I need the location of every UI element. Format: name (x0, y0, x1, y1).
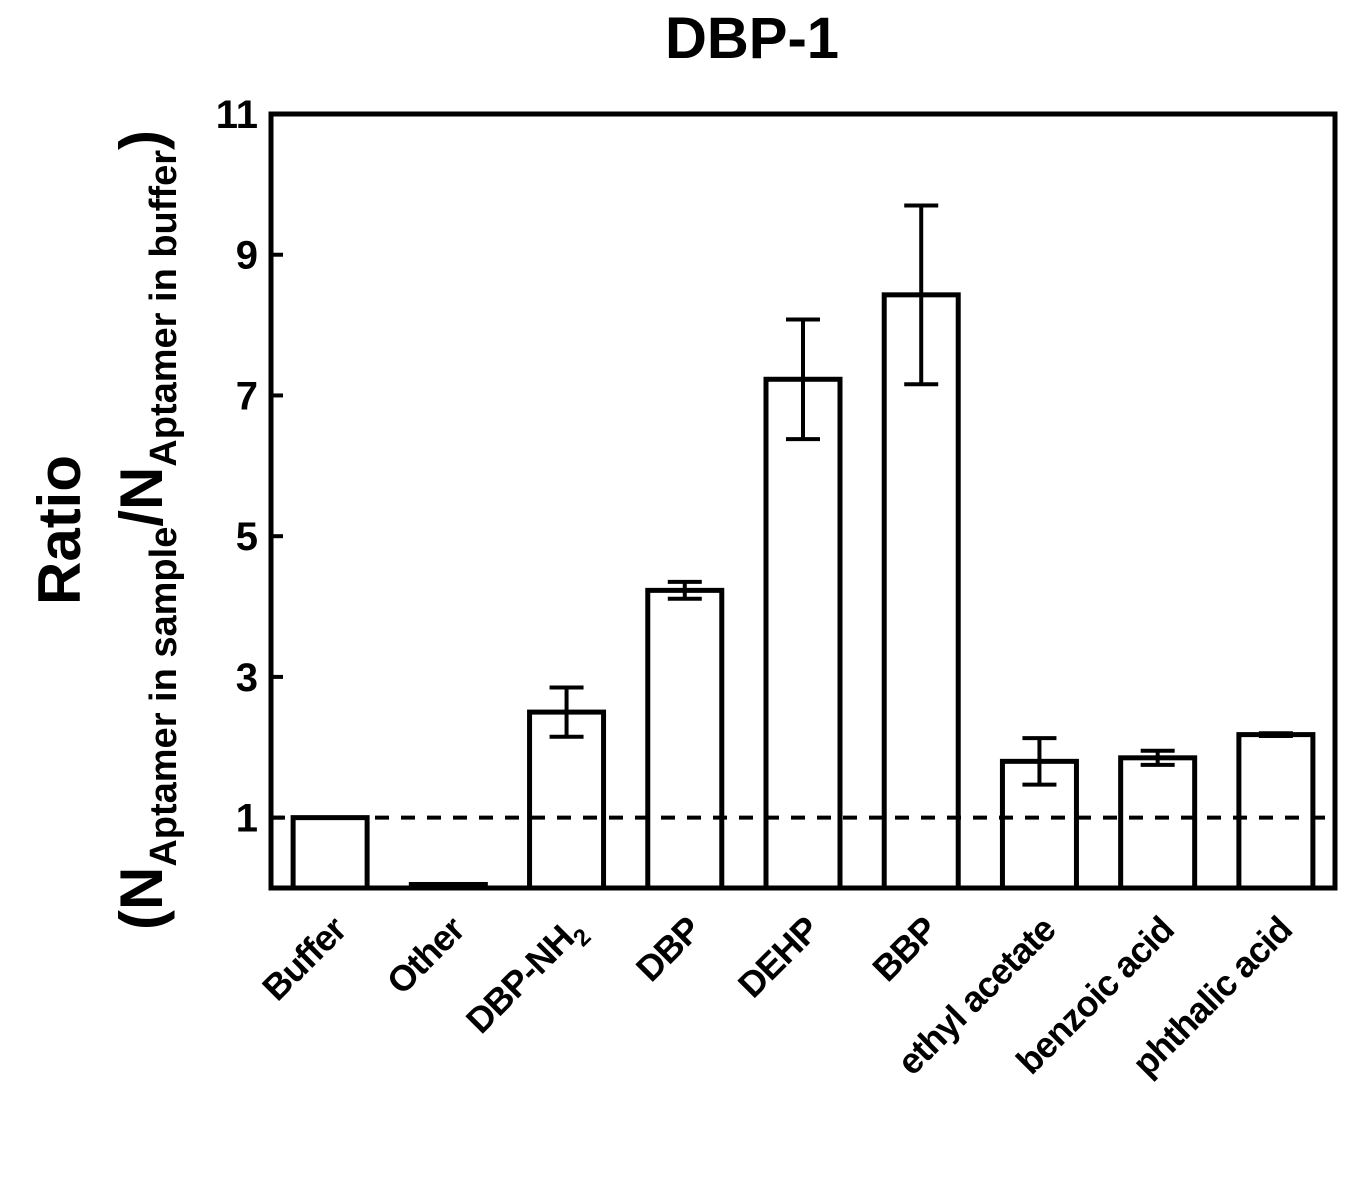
error-bar-5 (904, 203, 939, 387)
x-tick-label-main: BBP (864, 909, 945, 990)
error-bar-7 (1140, 748, 1175, 767)
bar-5 (881, 292, 961, 891)
bar-0 (290, 815, 370, 891)
y-label-subscript-buffer: Aptamer in buffer (143, 150, 185, 467)
error-bar-6 (1022, 736, 1057, 787)
x-tick-label-main: DBP (628, 909, 709, 990)
bar-3 (645, 587, 725, 891)
x-tick-label-main: DBP-NH (458, 917, 582, 1041)
y-tick-label-9: 9 (236, 234, 258, 278)
y-label-paren-open: ( (108, 910, 175, 930)
x-tick-label-text: Buffer (254, 908, 354, 1008)
x-tick-label-text: BBP (864, 909, 945, 990)
y-label-slash-n: /N (108, 467, 175, 527)
y-label-n: N (108, 867, 175, 910)
y-tick-label-3: 3 (236, 656, 258, 700)
x-tick-label-2: DBP-NH2 (458, 908, 597, 1047)
x-tick-label-5: BBP (864, 909, 945, 990)
x-tick-label-1: Other (379, 908, 473, 1002)
y-tick-label-11: 11 (216, 93, 258, 137)
x-tick-label-text: DBP (628, 909, 709, 990)
bar-8 (1236, 732, 1316, 891)
error-bar-4 (786, 317, 820, 442)
y-axis-label-line1: Ratio (26, 455, 93, 605)
y-tick-label-1: 1 (236, 797, 258, 841)
y-axis-label: Ratio (26, 455, 93, 605)
chart-title: DBP-1 (665, 6, 839, 71)
x-tick-label-text: DBP-NH2 (458, 908, 597, 1047)
svg-text:(NAptamer in sample/NAptamer i: (NAptamer in sample/NAptamer in buffer) (108, 130, 185, 930)
x-tick-label-text: DEHP (730, 909, 827, 1006)
bar-4 (763, 376, 843, 891)
error-bar-2 (549, 685, 584, 739)
x-tick-label-main: Buffer (254, 908, 354, 1008)
y-ticks: 1 3 5 7 9 11 (216, 93, 283, 841)
y-label-paren-close: ) (108, 130, 175, 150)
y-tick-label-7: 7 (236, 374, 258, 418)
x-tick-label-main: DEHP (730, 909, 827, 1006)
x-tick-label-3: DBP (628, 909, 709, 990)
x-tick-label-main: Other (379, 908, 473, 1002)
error-bar-8 (1258, 731, 1293, 739)
error-bar-3 (667, 579, 702, 601)
x-tick-label-4: DEHP (730, 909, 827, 1006)
y-label-subscript-sample: Aptamer in sample (143, 527, 185, 867)
y-tick-label-5: 5 (236, 515, 258, 559)
plot-area (268, 111, 1338, 891)
x-tick-label-text: Other (379, 908, 473, 1002)
plot-frame (268, 111, 1338, 891)
x-tick-label-0: Buffer (254, 908, 354, 1008)
bar-7 (1118, 755, 1198, 891)
y-axis-label-formula: (NAptamer in sample/NAptamer in buffer) (108, 130, 185, 930)
